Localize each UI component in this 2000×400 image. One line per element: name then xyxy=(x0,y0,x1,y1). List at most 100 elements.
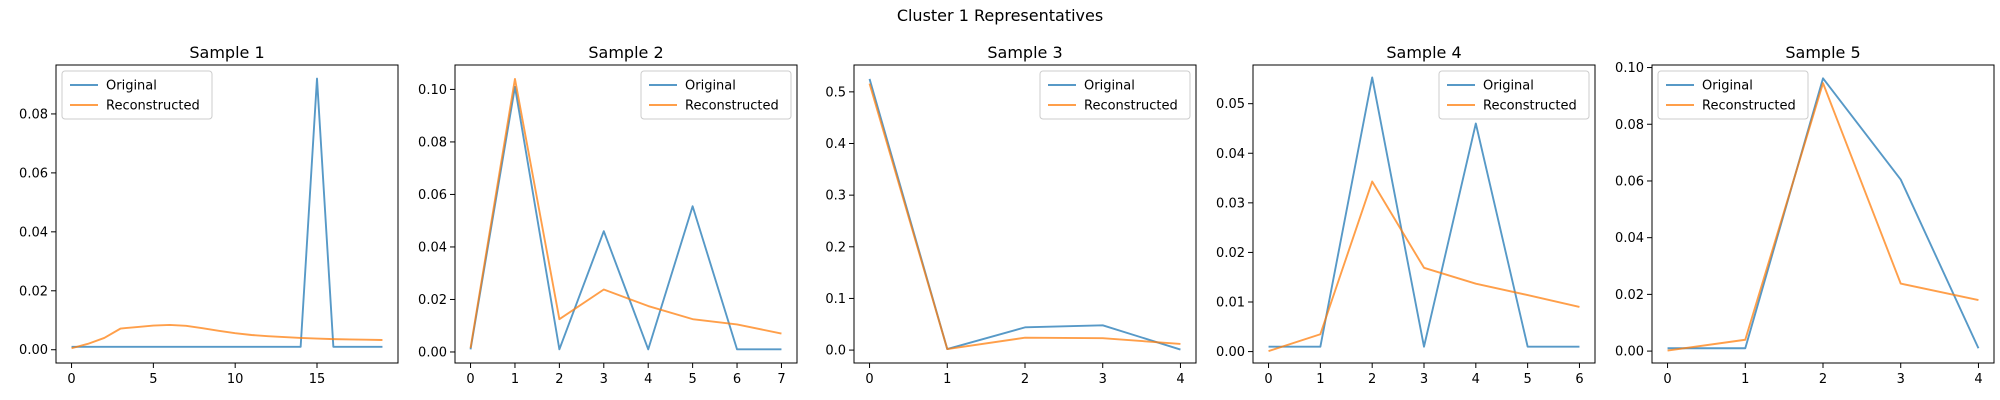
legend-label-original: Original xyxy=(106,79,157,94)
legend-label-original: Original xyxy=(1084,79,1135,94)
x-tick-label: 0 xyxy=(67,372,75,387)
subplot-3: Sample 3 0 1 2 3 4 0.0 0.1 0.2 0.3 0.4 0.5 Original R… xyxy=(825,43,1197,387)
subplot-5: Sample 5 0 1 2 3 4 0.00 0.02 0.04 0.06 0.08 0.10 Ori… xyxy=(1615,43,1995,387)
legend-label-original: Original xyxy=(1483,79,1534,94)
x-tick-label: 0 xyxy=(1663,372,1671,387)
x-tick-label: 1 xyxy=(943,372,951,387)
x-tick-label: 0 xyxy=(1264,372,1272,387)
subplot-title: Sample 3 xyxy=(987,43,1062,62)
x-tick-label: 4 xyxy=(644,372,652,387)
legend: Original Reconstructed xyxy=(1039,70,1191,120)
subplot-1: Sample 1 0 5 10 15 0.00 0.02 0.04 0.06 0.08 Origin… xyxy=(19,43,399,387)
y-tick-label: 0.00 xyxy=(1615,345,1644,360)
original-line xyxy=(1268,76,1580,348)
reconstructed-line xyxy=(868,83,1181,351)
y-tick-label: 0.5 xyxy=(825,85,846,100)
y-tick-label: 0.4 xyxy=(825,137,846,152)
x-tick-label: 2 xyxy=(1368,372,1376,387)
legend-label-reconstructed: Reconstructed xyxy=(1483,99,1577,114)
y-tick-label: 0.05 xyxy=(1216,97,1245,112)
figure-title: Cluster 1 Representatives xyxy=(897,6,1103,25)
y-tick-label: 0.01 xyxy=(1216,296,1245,311)
y-tick-label: 0.00 xyxy=(418,345,447,360)
reconstructed-line xyxy=(1667,82,1979,352)
y-tick-label: 0.02 xyxy=(19,284,48,299)
y-tick-label: 0.10 xyxy=(418,83,447,98)
x-tick-label: 0 xyxy=(865,372,873,387)
subplots: Sample 10 5 10 150.000.020.040.060.08Origin… xyxy=(19,43,1995,387)
original-line xyxy=(868,78,1181,351)
y-tick-label: 0.3 xyxy=(825,189,846,204)
y-tick-label: 0.08 xyxy=(19,107,48,122)
x-tick-label: 2 xyxy=(1819,372,1827,387)
original-line xyxy=(71,77,383,348)
x-tick-label: 2 xyxy=(1021,372,1029,387)
y-tick-label: 0.06 xyxy=(19,166,48,181)
axes-frame xyxy=(853,64,1197,364)
subplot-2: Sample 2 0 1 2 3 4 5 6 7 0.00 0.02 0.04 0.06 0.08 0.10… xyxy=(418,43,798,387)
axes-frame xyxy=(55,64,399,364)
y-tick-label: 0.06 xyxy=(418,188,447,203)
axes-frame xyxy=(454,64,798,364)
axes-frame xyxy=(1651,64,1995,364)
original-line xyxy=(469,85,782,351)
x-tick-label: 3 xyxy=(1897,372,1905,387)
x-tick-label: 5 xyxy=(149,372,157,387)
legend-box xyxy=(1657,70,1809,120)
x-tick-label: 5 xyxy=(688,372,696,387)
subplot-4: Sample 4 0 1 2 3 4 5 6 0.00 0.01 0.02 0.03 0.04 0.05 O… xyxy=(1216,43,1596,387)
y-tick-label: 0.02 xyxy=(1615,288,1644,303)
legend-box xyxy=(640,70,792,120)
reconstructed-line xyxy=(71,324,383,350)
y-tick-label: 0.02 xyxy=(418,293,447,308)
y-tick-label: 0.04 xyxy=(418,240,447,255)
y-tick-label: 0.03 xyxy=(1216,196,1245,211)
x-tick-label: 3 xyxy=(600,372,608,387)
y-tick-label: 0.10 xyxy=(1615,61,1644,76)
x-tick-label: 6 xyxy=(733,372,741,387)
x-tick-label: 2 xyxy=(555,372,563,387)
legend-label-original: Original xyxy=(685,79,736,94)
legend-label-reconstructed: Reconstructed xyxy=(685,99,779,114)
x-tick-label: 3 xyxy=(1420,372,1428,387)
x-tick-label: 4 xyxy=(1974,372,1982,387)
x-tick-label: 10 xyxy=(227,372,244,387)
y-tick-label: 0.08 xyxy=(418,135,447,150)
x-tick-label: 1 xyxy=(1316,372,1324,387)
x-tick-label: 15 xyxy=(309,372,326,387)
legend: Original Reconstructed xyxy=(640,70,792,120)
legend-label-original: Original xyxy=(1702,79,1753,94)
legend: Original Reconstructed xyxy=(1438,70,1590,120)
y-tick-label: 0.0 xyxy=(825,344,846,359)
y-tick-label: 0.1 xyxy=(825,292,846,307)
subplot-title: Sample 2 xyxy=(588,43,663,62)
legend-label-reconstructed: Reconstructed xyxy=(106,99,200,114)
x-tick-label: 7 xyxy=(777,372,785,387)
legend-label-reconstructed: Reconstructed xyxy=(1702,99,1796,114)
reconstructed-line xyxy=(469,77,782,349)
y-tick-label: 0.00 xyxy=(1216,345,1245,360)
y-tick-label: 0.04 xyxy=(1216,147,1245,162)
x-tick-label: 1 xyxy=(511,372,519,387)
x-tick-label: 3 xyxy=(1099,372,1107,387)
y-tick-label: 0.08 xyxy=(1615,118,1644,133)
y-tick-label: 0.04 xyxy=(19,225,48,240)
subplot-title: Sample 4 xyxy=(1386,43,1461,62)
x-tick-label: 0 xyxy=(466,372,474,387)
legend-label-reconstructed: Reconstructed xyxy=(1084,99,1178,114)
y-tick-label: 0.06 xyxy=(1615,174,1644,189)
x-tick-label: 4 xyxy=(1176,372,1184,387)
y-tick-label: 0.2 xyxy=(825,240,846,255)
reconstructed-line xyxy=(1268,180,1580,353)
original-line xyxy=(1667,77,1980,350)
legend: Original Reconstructed xyxy=(1657,70,1809,120)
legend-box xyxy=(1039,70,1191,120)
axes-frame xyxy=(1252,64,1596,364)
y-tick-label: 0.00 xyxy=(19,343,48,358)
x-tick-label: 4 xyxy=(1472,372,1480,387)
subplot-title: Sample 5 xyxy=(1785,43,1860,62)
y-tick-label: 0.02 xyxy=(1216,246,1245,261)
legend-box xyxy=(1438,70,1590,120)
x-tick-label: 5 xyxy=(1523,372,1531,387)
